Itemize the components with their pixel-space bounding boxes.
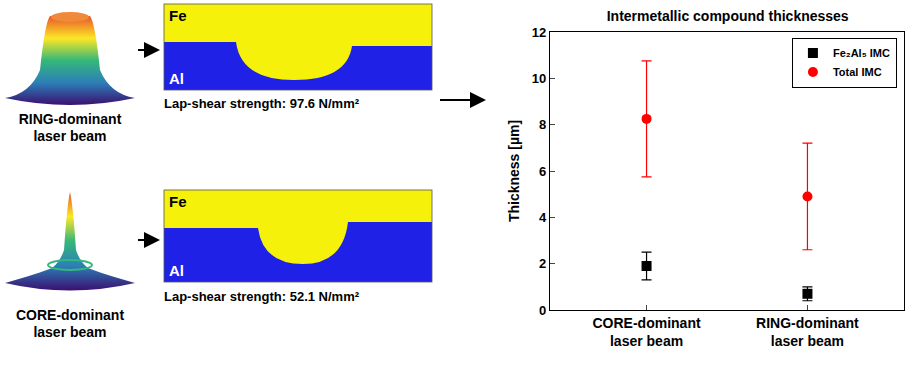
svg-text:CORE-dominantlaser beam: CORE-dominantlaser beam xyxy=(592,315,700,349)
svg-text:RING-dominant: RING-dominant xyxy=(19,111,122,127)
svg-text:Fe₂Al₅ IMC: Fe₂Al₅ IMC xyxy=(833,47,890,59)
svg-text:8: 8 xyxy=(539,117,546,132)
svg-text:Al: Al xyxy=(169,70,184,87)
svg-text:Lap-shear strength: 52.1 N/mm²: Lap-shear strength: 52.1 N/mm² xyxy=(164,289,360,304)
svg-text:Intermetallic compound thickne: Intermetallic compound thicknesses xyxy=(607,8,849,24)
svg-text:laser beam: laser beam xyxy=(33,324,106,340)
svg-text:6: 6 xyxy=(539,164,546,179)
svg-text:2: 2 xyxy=(539,256,546,271)
svg-text:Total IMC: Total IMC xyxy=(833,66,882,78)
svg-text:RING-dominantlaser beam: RING-dominantlaser beam xyxy=(756,315,859,349)
svg-text:4: 4 xyxy=(539,210,547,225)
svg-text:Fe: Fe xyxy=(169,7,187,24)
svg-text:laser beam: laser beam xyxy=(33,128,106,144)
svg-text:Lap-shear strength: 97.6 N/mm²: Lap-shear strength: 97.6 N/mm² xyxy=(164,96,360,111)
svg-text:12: 12 xyxy=(532,25,546,40)
svg-text:CORE-dominant: CORE-dominant xyxy=(16,307,124,323)
svg-text:Thickness [µm]: Thickness [µm] xyxy=(506,120,522,222)
svg-text:10: 10 xyxy=(532,71,546,86)
svg-text:Fe: Fe xyxy=(169,193,187,210)
svg-text:0: 0 xyxy=(539,303,546,318)
svg-text:Al: Al xyxy=(169,262,184,279)
